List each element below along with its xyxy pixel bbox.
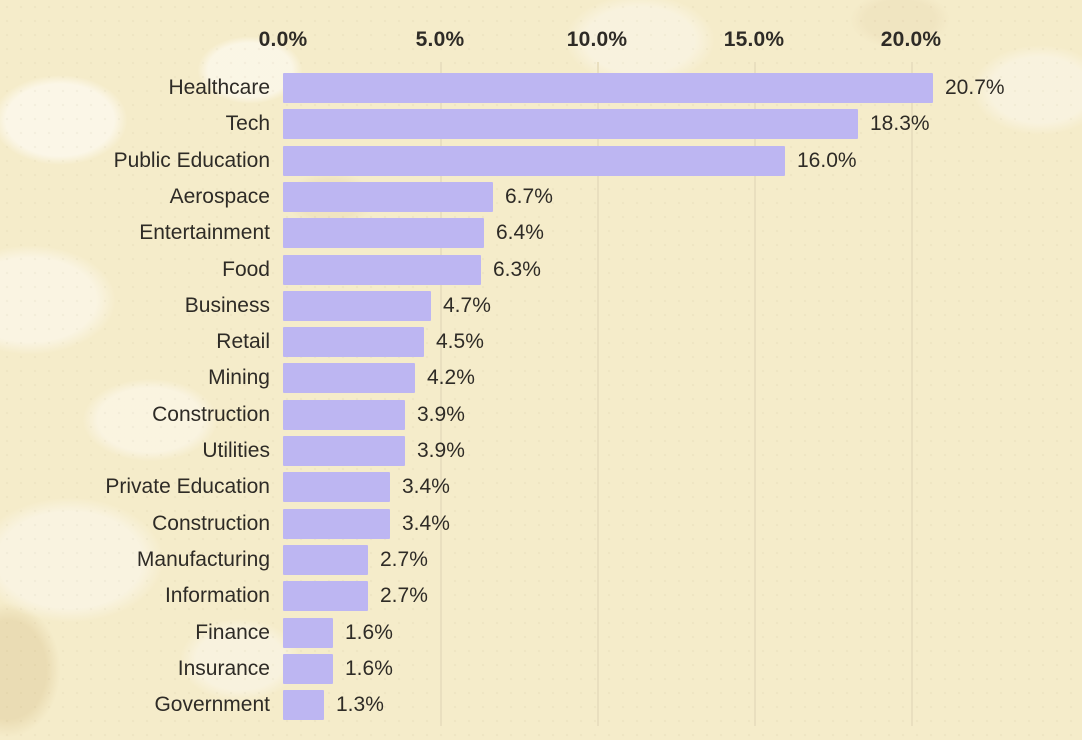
category-label: Construction (152, 512, 270, 535)
bar-value-label: 6.3% (493, 258, 541, 281)
bar-value-label: 16.0% (797, 149, 857, 172)
bar-value-label: 3.4% (402, 475, 450, 498)
bar (283, 400, 405, 430)
category-label: Private Education (105, 475, 270, 498)
bar-value-label: 4.5% (436, 330, 484, 353)
category-label: Utilities (202, 439, 270, 462)
category-label: Government (154, 693, 270, 716)
bar (283, 618, 333, 648)
bar (283, 436, 405, 466)
category-label: Finance (195, 621, 270, 644)
x-axis-tick-label: 0.0% (258, 28, 308, 51)
bar (283, 690, 324, 720)
bar-value-label: 3.4% (402, 512, 450, 535)
bar (283, 109, 858, 139)
bar (283, 291, 431, 321)
category-label: Food (222, 258, 270, 281)
bar (283, 654, 333, 684)
category-label: Entertainment (139, 221, 270, 244)
bar (283, 581, 368, 611)
bar-value-label: 2.7% (380, 548, 428, 571)
bar (283, 545, 368, 575)
bar-value-label: 1.6% (345, 657, 393, 680)
x-axis-tick-label: 10.0% (566, 28, 628, 51)
bar (283, 182, 493, 212)
category-label: Retail (216, 330, 270, 353)
bar-value-label: 2.7% (380, 584, 428, 607)
gridline (597, 62, 599, 726)
gridline (754, 62, 756, 726)
bar-value-label: 3.9% (417, 403, 465, 426)
category-label: Tech (225, 112, 270, 135)
category-label: Construction (152, 403, 270, 426)
bar (283, 255, 481, 285)
bar (283, 146, 785, 176)
gridline (911, 62, 913, 726)
x-axis-tick-label: 20.0% (880, 28, 942, 51)
bar-value-label: 6.4% (496, 221, 544, 244)
x-axis-tick-label: 5.0% (415, 28, 465, 51)
bar-value-label: 1.3% (336, 693, 384, 716)
category-label: Information (164, 584, 270, 607)
bar (283, 472, 390, 502)
bar (283, 73, 933, 103)
bar-value-label: 6.7% (505, 185, 553, 208)
bar-value-label: 1.6% (345, 621, 393, 644)
category-label: Insurance (177, 657, 270, 680)
bar-value-label: 3.9% (417, 439, 465, 462)
category-label: Aerospace (169, 185, 270, 208)
bar-value-label: 4.7% (443, 294, 491, 317)
category-label: Mining (208, 366, 270, 389)
gridline (440, 62, 442, 726)
category-label: Public Education (113, 149, 270, 172)
bar-value-label: 18.3% (870, 112, 930, 135)
category-label: Business (184, 294, 270, 317)
category-label: Healthcare (168, 76, 270, 99)
bar (283, 327, 424, 357)
bar (283, 509, 390, 539)
x-axis-tick-label: 15.0% (723, 28, 785, 51)
bar-value-label: 4.2% (427, 366, 475, 389)
bar (283, 218, 484, 248)
bar (283, 363, 415, 393)
category-label: Manufacturing (136, 548, 270, 571)
bar-value-label: 20.7% (945, 76, 1005, 99)
